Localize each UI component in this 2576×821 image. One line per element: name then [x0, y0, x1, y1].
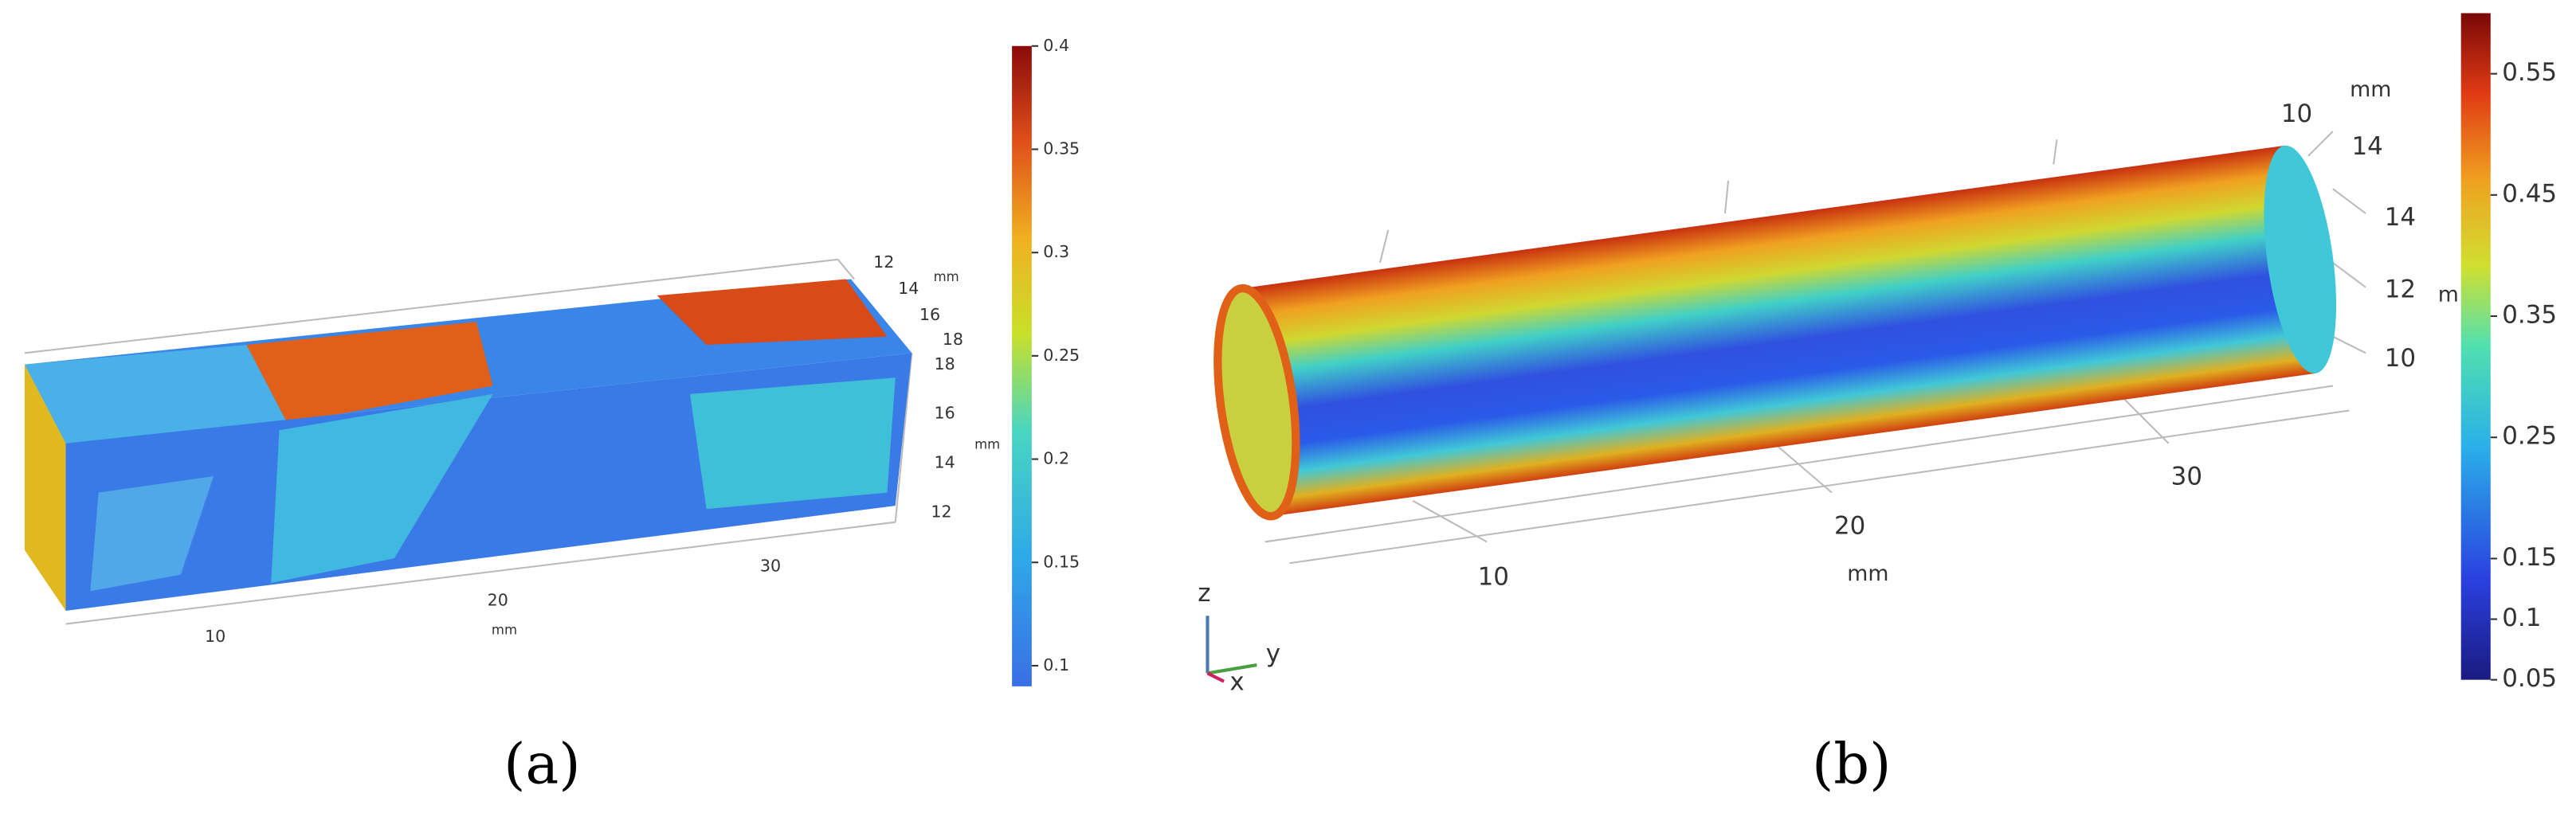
x-tick-label: 30 — [2171, 463, 2202, 491]
y-unit: mm — [934, 269, 959, 284]
panel-label: (b) — [1812, 731, 1892, 796]
x-tick-label: 10 — [1478, 562, 1509, 591]
y-tick-label: 16 — [919, 305, 940, 324]
colorbar-tick-label: 0.35 — [2502, 301, 2557, 330]
colorbar-tick-label: 0.35 — [1043, 139, 1080, 158]
colorbar-tick-label: 0.25 — [2502, 422, 2557, 451]
colorbar-tick-label: 0.55 — [2502, 58, 2557, 87]
colorbar-tick-label: 0.3 — [1043, 242, 1069, 261]
triad-label: z — [1198, 579, 1210, 608]
x-tick-label: 20 — [1834, 511, 1865, 540]
z-tick-label: 12 — [931, 502, 951, 521]
x-tick-label: 30 — [760, 556, 781, 575]
colorbar-tick-label: 0.05 — [2502, 664, 2557, 693]
z-tick-label: 16 — [934, 404, 955, 423]
colorbar-tick-label: 0.15 — [1043, 552, 1080, 571]
z-tick-label: 14 — [934, 452, 955, 471]
colorbar-tick-label: 0.4 — [1043, 36, 1069, 55]
z-unit: mm — [974, 436, 1000, 452]
y-tick-label: 14 — [2351, 132, 2382, 161]
colorbar-tick-label: 0.15 — [2502, 543, 2557, 572]
z-tick-label: 10 — [2385, 344, 2416, 373]
colorbar-tick-label: 0.1 — [1043, 655, 1069, 674]
colorbar-tick-label: 0.25 — [1043, 346, 1080, 365]
colorbar-a — [1012, 45, 1032, 686]
y-tick-label: 12 — [873, 252, 894, 272]
colorbar-tick-label: 0.1 — [2502, 604, 2541, 632]
y-tick-label: 10 — [2281, 100, 2312, 128]
z-tick-label: 12 — [2385, 275, 2416, 303]
y-tick-label: 18 — [943, 330, 963, 349]
panel-a-render — [24, 258, 913, 625]
colorbar-tick-label: 0.45 — [2502, 179, 2557, 208]
triad-label: x — [1229, 667, 1244, 696]
x-unit: mm — [1847, 561, 1888, 586]
triad-label: y — [1266, 639, 1280, 668]
y-unit: mm — [2350, 77, 2391, 102]
z-tick-label: 18 — [934, 354, 955, 373]
x-unit: mm — [492, 622, 517, 637]
y-tick-label: 14 — [898, 279, 919, 298]
x-tick-label: 20 — [488, 591, 508, 610]
colorbar-b — [2460, 13, 2491, 680]
panel-b-render — [1206, 131, 2366, 683]
z-unit: m — [2438, 283, 2459, 307]
z-tick-label: 14 — [2385, 203, 2416, 232]
panel-label: (a) — [504, 731, 580, 796]
x-tick-label: 10 — [205, 627, 225, 646]
colorbar-tick-label: 0.2 — [1043, 449, 1069, 468]
